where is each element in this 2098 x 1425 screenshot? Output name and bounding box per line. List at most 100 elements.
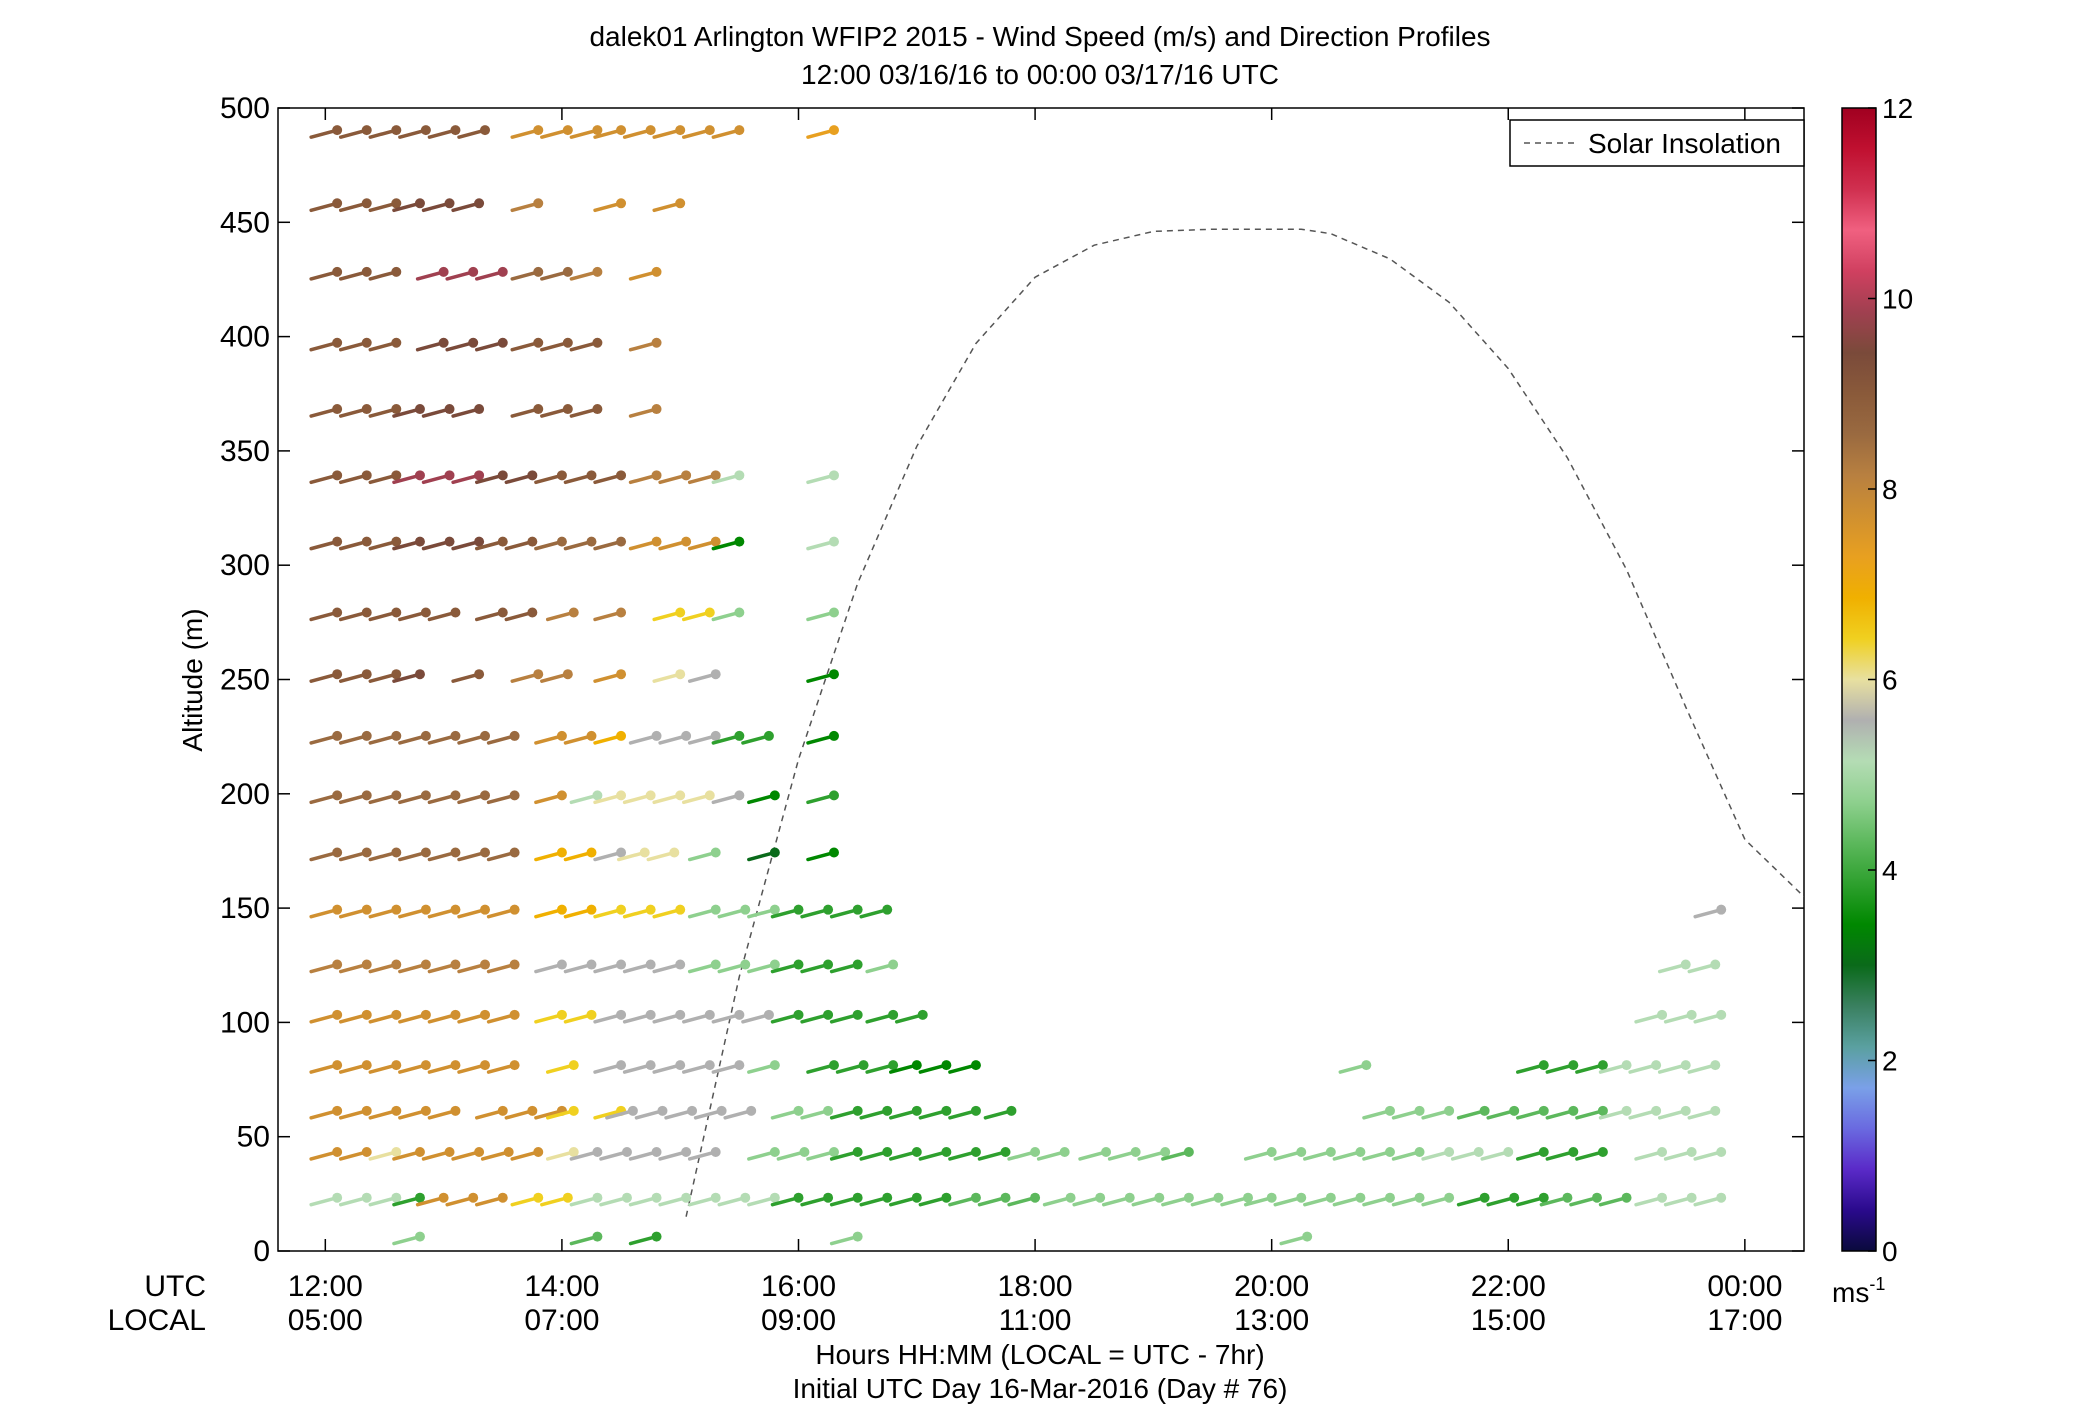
wind-barb	[309, 847, 343, 862]
wind-barb	[368, 1105, 402, 1120]
wind-barb	[338, 847, 372, 862]
wind-barb	[865, 959, 899, 974]
wind-barb	[486, 959, 520, 974]
wind-barb	[338, 266, 372, 281]
wind-barb	[711, 470, 745, 485]
wind-barb	[398, 1060, 431, 1074]
wind-barb	[593, 198, 627, 213]
wind-barb	[693, 1105, 727, 1120]
colorbar-tick-label: 6	[1882, 665, 1898, 696]
wind-barb	[368, 904, 402, 919]
wind-barb	[1598, 1105, 1632, 1120]
wind-barb	[1569, 1192, 1602, 1207]
wind-barb	[806, 470, 839, 485]
wind-barb	[859, 1105, 893, 1120]
wind-barb	[747, 1192, 780, 1207]
wind-barb	[398, 959, 431, 974]
wind-barb	[948, 1192, 981, 1207]
wind-barb	[1362, 1192, 1395, 1207]
wind-barb	[338, 904, 372, 919]
wind-barb	[398, 607, 431, 622]
wind-barb	[770, 1105, 804, 1120]
wind-barb	[1663, 1009, 1697, 1024]
wind-barb	[1575, 1146, 1608, 1161]
wind-barb	[1663, 1192, 1697, 1207]
wind-barb	[338, 669, 372, 683]
wind-barb	[569, 1146, 603, 1161]
wind-barb	[717, 959, 751, 974]
wind-barb	[368, 125, 402, 139]
x-tick-label-utc: 18:00	[998, 1270, 1073, 1303]
wind-barb	[711, 1060, 745, 1074]
wind-barb	[451, 198, 485, 213]
wind-barb	[889, 1192, 922, 1207]
wind-barb	[658, 1192, 692, 1207]
x-tick-label-local: 17:00	[1707, 1304, 1782, 1337]
wind-barb	[534, 904, 567, 919]
wind-barb	[563, 470, 597, 485]
wind-barb	[593, 730, 627, 745]
wind-barb	[1078, 1146, 1112, 1161]
wind-barb	[398, 790, 431, 805]
colorbar-tick-label: 4	[1882, 855, 1898, 886]
wind-barb	[569, 404, 603, 418]
wind-barb	[569, 790, 603, 805]
wind-barb	[392, 1231, 425, 1246]
wind-barb	[1362, 1105, 1395, 1120]
wind-barb	[1338, 1060, 1372, 1074]
wind-barb	[398, 847, 431, 862]
wind-barb	[309, 904, 343, 919]
wind-barb	[593, 1009, 627, 1024]
y-tick-label: 50	[237, 1121, 270, 1154]
wind-barb	[368, 266, 402, 281]
wind-barb	[770, 904, 804, 919]
wind-barb	[415, 266, 449, 281]
wind-barb	[806, 730, 839, 745]
wind-barb	[711, 607, 745, 622]
y-tick-label: 0	[253, 1235, 270, 1268]
wind-barb	[806, 790, 839, 805]
wind-barb	[1072, 1192, 1106, 1207]
wind-barb	[687, 959, 721, 974]
wind-barb	[368, 198, 402, 213]
wind-barb	[1628, 1105, 1662, 1120]
wind-barb	[682, 607, 715, 622]
wind-barb	[622, 790, 656, 805]
wind-barb	[504, 470, 538, 485]
colorbar-tick-label: 12	[1882, 93, 1913, 124]
wind-barb	[368, 404, 402, 418]
wind-barb	[652, 607, 686, 622]
wind-barb	[309, 1009, 343, 1024]
y-tick-label: 400	[220, 321, 270, 354]
wind-barb	[711, 125, 745, 139]
wind-barb	[368, 669, 402, 683]
wind-barb	[593, 536, 627, 551]
wind-barb	[628, 266, 662, 281]
colorbar-tick-label: 10	[1882, 284, 1913, 315]
wind-barb	[309, 1060, 343, 1074]
wind-barb	[1243, 1146, 1277, 1161]
wind-barb	[368, 959, 402, 974]
wind-barb	[540, 266, 573, 281]
wind-barb	[569, 1192, 603, 1207]
wind-barb	[569, 125, 603, 139]
wind-barb	[1101, 1192, 1135, 1207]
wind-barb	[569, 1231, 603, 1246]
wind-barb	[1243, 1192, 1277, 1207]
x-axis-label: Hours HH:MM (LOCAL = UTC - 7hr)	[815, 1339, 1264, 1370]
wind-barb	[918, 1105, 952, 1120]
wind-barb	[563, 730, 597, 745]
wind-barb	[392, 404, 425, 418]
wind-barb	[628, 470, 662, 485]
x-tick-label-local: 11:00	[999, 1304, 1072, 1337]
x-tick-label-local: 09:00	[761, 1304, 836, 1337]
wind-barb	[563, 959, 597, 974]
x-tick-label-utc: 00:00	[1707, 1270, 1782, 1303]
wind-barb	[510, 198, 544, 213]
wind-barb	[1486, 1192, 1520, 1207]
wind-barb	[421, 404, 455, 418]
wind-barb	[1273, 1146, 1307, 1161]
wind-barb	[687, 730, 721, 745]
wind-barb	[770, 959, 804, 974]
wind-barb	[593, 125, 627, 139]
